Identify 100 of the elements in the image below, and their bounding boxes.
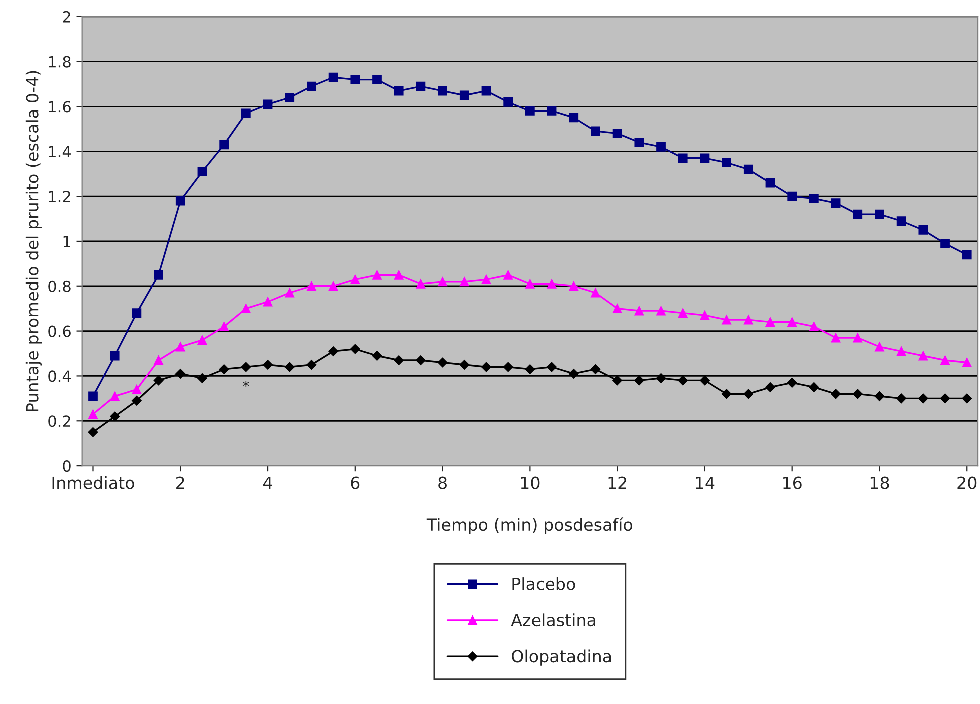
y-axis-title: Puntaje promedio del prurito (escala 0-4) — [26, 71, 42, 412]
y-tick-label: 1 — [64, 236, 70, 248]
point — [241, 304, 251, 314]
point — [831, 389, 841, 400]
point — [831, 198, 841, 208]
point — [874, 391, 885, 402]
point — [110, 351, 120, 361]
point — [88, 410, 98, 420]
point — [612, 304, 622, 314]
x-tick-label: 16 — [784, 476, 802, 490]
point — [722, 315, 732, 325]
point — [590, 364, 601, 374]
point — [852, 389, 863, 400]
point — [896, 346, 906, 356]
point — [634, 306, 644, 316]
point — [875, 210, 884, 220]
y-tick-label: 0.6 — [48, 326, 71, 338]
point — [350, 274, 360, 284]
point — [634, 138, 644, 148]
point — [176, 196, 186, 206]
point — [634, 376, 644, 386]
point — [525, 364, 536, 374]
point — [700, 376, 710, 386]
point — [766, 382, 776, 392]
point — [307, 82, 316, 92]
point — [132, 396, 142, 406]
point — [220, 322, 230, 332]
point — [766, 318, 776, 328]
point — [547, 362, 557, 372]
legend-label: Placebo — [512, 578, 576, 590]
point — [525, 279, 535, 289]
point — [220, 140, 230, 150]
point — [307, 282, 316, 292]
point — [547, 279, 557, 289]
point — [678, 376, 688, 386]
point — [88, 392, 98, 402]
point — [896, 216, 906, 226]
point — [503, 362, 514, 372]
point — [394, 356, 404, 366]
point — [154, 356, 164, 366]
point — [810, 194, 819, 204]
point — [176, 342, 186, 352]
point — [896, 394, 907, 404]
point — [154, 270, 164, 280]
point — [416, 82, 426, 92]
point — [241, 108, 251, 118]
point — [219, 364, 230, 374]
point — [744, 315, 754, 325]
point — [328, 346, 338, 356]
point — [132, 385, 142, 394]
point — [88, 427, 98, 438]
point — [372, 351, 382, 361]
x-tick-label: 20 — [958, 476, 977, 490]
point — [372, 270, 382, 280]
y-tick-label: 1.8 — [49, 56, 71, 68]
point — [940, 394, 950, 404]
y-tick-label: 1.6 — [49, 101, 71, 113]
point — [918, 394, 928, 404]
point — [198, 374, 208, 384]
point — [569, 282, 579, 292]
point — [612, 128, 622, 138]
point — [940, 239, 950, 248]
point — [285, 288, 295, 298]
point — [394, 86, 404, 96]
point — [241, 362, 252, 372]
x-tick-label: 10 — [521, 476, 540, 490]
point — [285, 93, 295, 102]
x-tick-label: 12 — [608, 476, 626, 490]
point — [132, 308, 142, 318]
point — [656, 142, 666, 152]
point — [263, 100, 273, 110]
point — [918, 226, 928, 235]
x-tick-label: 18 — [870, 476, 890, 490]
point — [525, 106, 535, 116]
point — [722, 158, 732, 168]
point — [788, 318, 798, 328]
point — [394, 270, 404, 280]
point — [460, 360, 470, 370]
point — [110, 412, 120, 422]
point — [722, 389, 732, 400]
point — [350, 75, 360, 84]
point — [766, 178, 776, 188]
y-tick-label: 0.4 — [48, 370, 72, 382]
point — [678, 154, 688, 164]
point — [284, 362, 295, 372]
point — [263, 297, 273, 307]
point — [940, 356, 950, 366]
point — [962, 394, 972, 404]
point — [831, 333, 841, 343]
point — [810, 322, 819, 332]
point — [853, 210, 863, 220]
point — [788, 192, 798, 202]
point — [306, 360, 317, 370]
point — [482, 274, 492, 284]
point — [918, 351, 928, 361]
point — [154, 376, 164, 386]
point — [700, 154, 710, 164]
y-tick-label: 0.2 — [48, 416, 70, 428]
point — [438, 277, 448, 287]
legend-label: Olopatadina — [512, 650, 612, 666]
